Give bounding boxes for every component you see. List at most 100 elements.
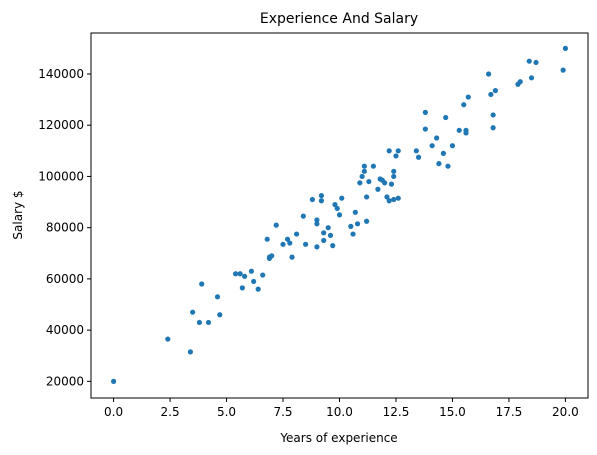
data-point (422, 109, 428, 115)
data-point (205, 319, 212, 326)
data-point (190, 309, 196, 315)
data-point (461, 102, 467, 108)
data-point (562, 45, 569, 51)
data-point (364, 218, 370, 224)
y-tick-label: 80000 (46, 221, 84, 235)
x-tick-label: 20.0 (552, 405, 579, 419)
data-point (391, 173, 397, 180)
x-axis-label: Years of experience (279, 431, 397, 445)
data-point (217, 312, 223, 318)
data-point (321, 230, 327, 236)
x-tick-label: 17.5 (496, 405, 523, 419)
data-point (422, 126, 428, 132)
y-tick-label: 60000 (46, 272, 84, 286)
data-point (560, 67, 566, 73)
y-axis-label: Salary $ (11, 190, 25, 239)
data-point (318, 198, 325, 204)
x-axis-ticks: 0.0 2.5 5.0 7.5 10.0 12.5 15.0 17.5 20.0 (104, 398, 579, 419)
x-tick-label: 0.0 (104, 405, 123, 419)
data-point (391, 196, 397, 203)
y-tick-label: 40000 (46, 323, 84, 337)
plot-area-frame (90, 32, 589, 399)
data-point (395, 148, 401, 154)
data-point (327, 232, 334, 238)
data-point (463, 127, 469, 133)
data-point (359, 173, 365, 180)
data-point (361, 168, 367, 174)
data-point (526, 58, 532, 64)
data-point (199, 281, 205, 287)
data-point (445, 163, 451, 169)
data-point (293, 231, 300, 237)
data-point (214, 294, 221, 300)
data-point (393, 153, 399, 159)
data-point (314, 217, 320, 223)
data-point (110, 378, 117, 384)
data-point (370, 163, 376, 169)
data-point (361, 163, 367, 169)
data-point (386, 198, 392, 204)
data-point (490, 112, 496, 118)
data-point (336, 212, 343, 218)
data-point (492, 88, 498, 94)
data-point (348, 223, 354, 229)
data-point (251, 278, 257, 285)
data-point (440, 150, 447, 156)
data-point (449, 143, 456, 149)
data-point (318, 193, 325, 199)
data-point (490, 125, 496, 131)
x-tick-label: 7.5 (273, 405, 292, 419)
data-point (187, 349, 193, 355)
data-point (303, 241, 309, 247)
data-point (517, 79, 523, 85)
x-tick-label: 10.0 (326, 405, 353, 419)
data-point (533, 59, 539, 66)
data-point (364, 194, 370, 200)
data-point (388, 181, 395, 187)
data-point (443, 114, 449, 121)
y-tick-label: 20000 (46, 374, 84, 388)
data-point (334, 205, 340, 212)
data-point (413, 148, 419, 154)
x-tick-label: 5.0 (217, 405, 236, 419)
data-point (354, 221, 361, 227)
data-point (289, 254, 295, 260)
data-point (434, 135, 440, 141)
data-point (386, 148, 392, 154)
data-point (269, 253, 275, 259)
x-tick-label: 15.0 (439, 405, 466, 419)
data-point (375, 186, 381, 192)
chart-title: Experience And Salary (260, 11, 418, 27)
data-point (314, 244, 320, 250)
data-point (366, 178, 372, 185)
data-point (339, 195, 345, 201)
y-tick-label: 100000 (38, 169, 84, 183)
data-point (528, 75, 535, 81)
data-point (309, 196, 315, 203)
y-tick-label: 140000 (38, 67, 84, 81)
data-point (395, 195, 401, 201)
data-point (314, 221, 320, 227)
y-axis-ticks: 20000 40000 60000 80000 100000 120000 140000 (38, 67, 91, 388)
data-points (110, 45, 569, 384)
data-point (264, 236, 270, 242)
data-point (350, 231, 356, 237)
y-tick-label: 120000 (38, 118, 84, 132)
data-point (357, 180, 363, 186)
data-point (415, 154, 422, 160)
x-tick-label: 12.5 (383, 405, 410, 419)
data-point (280, 241, 286, 247)
data-point (287, 240, 293, 246)
data-point (260, 272, 266, 278)
data-point (488, 91, 494, 98)
data-point (165, 336, 171, 342)
data-point (325, 225, 331, 231)
data-point (382, 180, 388, 186)
data-point (232, 271, 239, 277)
data-point (321, 237, 327, 244)
data-point (196, 319, 203, 326)
x-tick-label: 2.5 (161, 405, 180, 419)
data-point (456, 127, 462, 133)
data-point (273, 222, 279, 228)
